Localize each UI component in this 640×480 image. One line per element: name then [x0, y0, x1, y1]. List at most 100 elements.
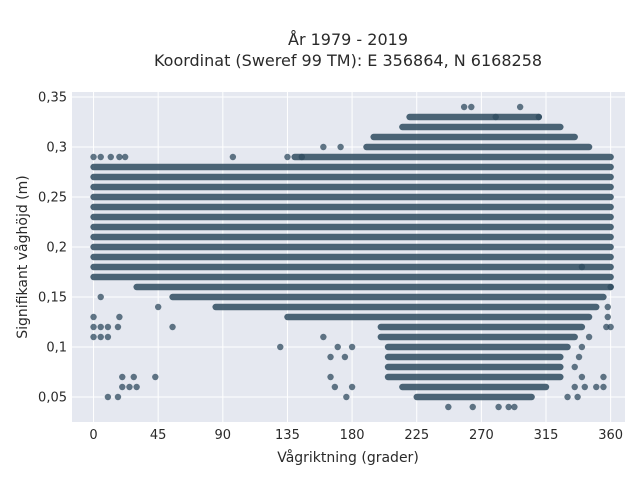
point-band — [90, 243, 614, 251]
data-point — [130, 373, 137, 381]
point-band — [90, 213, 614, 221]
data-point — [604, 313, 611, 321]
x-tick-label: 225 — [404, 428, 429, 443]
data-point — [593, 383, 600, 391]
data-point — [116, 313, 123, 321]
data-point — [169, 323, 176, 331]
point-band — [406, 113, 543, 121]
y-tick-label: 0,3 — [46, 141, 67, 156]
point-band — [90, 253, 614, 261]
point-band — [133, 283, 614, 291]
data-point — [126, 383, 133, 391]
data-point — [277, 343, 284, 351]
x-tick-label: 0 — [89, 428, 97, 443]
point-band — [291, 153, 614, 161]
data-points — [90, 103, 614, 411]
point-band — [377, 333, 578, 341]
data-point — [327, 353, 334, 361]
data-point — [116, 153, 123, 161]
data-point — [600, 373, 607, 381]
data-point — [505, 403, 512, 411]
data-point — [284, 153, 291, 161]
y-axis-title: Signifikant våghöjd (m) — [14, 175, 31, 338]
y-tick-label: 0,1 — [46, 341, 67, 356]
data-point — [114, 323, 122, 331]
data-point — [564, 393, 571, 401]
data-point — [320, 333, 327, 341]
y-tick-label: 0,35 — [38, 91, 67, 106]
data-point — [469, 403, 476, 411]
point-band — [90, 223, 614, 231]
data-point — [578, 343, 586, 351]
data-point — [229, 153, 237, 161]
data-point — [575, 353, 583, 361]
data-point — [574, 393, 581, 401]
x-axis-ticks: 0 45 90 135 180 225 270 315 360 — [89, 428, 623, 443]
data-point — [535, 113, 543, 121]
data-point — [585, 333, 593, 341]
point-band — [90, 263, 614, 271]
data-point — [121, 153, 129, 161]
data-point — [298, 153, 306, 161]
chart-title-line-1: År 1979 - 2019 — [288, 30, 408, 49]
data-point — [133, 383, 140, 391]
point-band — [399, 383, 550, 391]
data-point — [90, 323, 97, 331]
data-point — [571, 363, 578, 371]
point-band — [384, 373, 564, 381]
x-tick-label: 180 — [340, 428, 365, 443]
point-band — [363, 143, 593, 151]
data-point — [445, 403, 452, 411]
data-point — [341, 353, 349, 361]
data-point — [337, 143, 344, 151]
x-tick-label: 135 — [275, 428, 300, 443]
data-point — [104, 333, 112, 341]
point-band — [90, 203, 614, 211]
data-point — [348, 383, 356, 391]
data-point — [460, 103, 468, 111]
y-tick-label: 0,25 — [38, 191, 67, 206]
point-band — [284, 313, 593, 321]
x-tick-label: 360 — [598, 428, 623, 443]
x-tick-label: 90 — [215, 428, 232, 443]
point-band — [90, 193, 614, 201]
point-band — [399, 123, 564, 131]
point-band — [377, 323, 586, 331]
data-point — [495, 403, 502, 411]
data-point — [511, 403, 518, 411]
data-point — [348, 343, 356, 351]
data-point — [581, 383, 588, 391]
data-point — [331, 383, 339, 391]
data-point — [97, 153, 104, 161]
data-point — [516, 103, 524, 111]
y-tick-label: 0,15 — [38, 291, 67, 306]
data-point — [152, 373, 159, 381]
data-point — [90, 333, 97, 341]
data-point — [607, 323, 614, 331]
point-band — [90, 233, 614, 241]
data-point — [578, 263, 586, 271]
data-point — [327, 373, 334, 381]
data-point — [97, 323, 104, 331]
x-tick-label: 315 — [534, 428, 559, 443]
data-point — [90, 313, 97, 321]
data-point — [343, 393, 350, 401]
data-point — [604, 303, 611, 311]
point-band — [90, 163, 614, 171]
data-point — [607, 283, 614, 291]
y-tick-label: 0,05 — [38, 391, 67, 406]
data-point — [114, 393, 122, 401]
data-point — [97, 333, 104, 341]
point-band — [384, 353, 564, 361]
data-point — [107, 153, 114, 161]
data-point — [119, 383, 126, 391]
point-band — [212, 303, 600, 311]
data-point — [492, 113, 499, 121]
point-band — [384, 363, 564, 371]
chart-title-line-2: Koordinat (Sweref 99 TM): E 356864, N 61… — [154, 51, 542, 70]
data-point — [578, 373, 586, 381]
data-point — [154, 303, 162, 311]
y-axis-ticks: 0,05 0,1 0,15 0,2 0,25 0,3 0,35 — [38, 91, 67, 406]
data-point — [104, 393, 112, 401]
